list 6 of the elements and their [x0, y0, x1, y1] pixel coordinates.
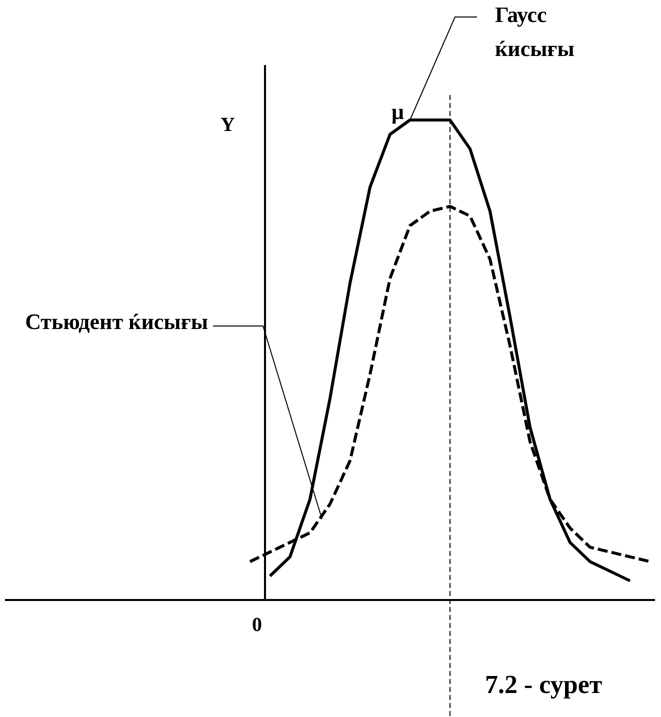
annotation: μ — [392, 99, 405, 124]
text: 0 — [252, 614, 262, 636]
text: Гаусс ќисығы — [495, 2, 574, 61]
y-axis-title: Y — [220, 114, 236, 136]
text: Стьюдент ќисығы — [25, 309, 208, 334]
text: 7.2 - сурет — [485, 670, 602, 699]
